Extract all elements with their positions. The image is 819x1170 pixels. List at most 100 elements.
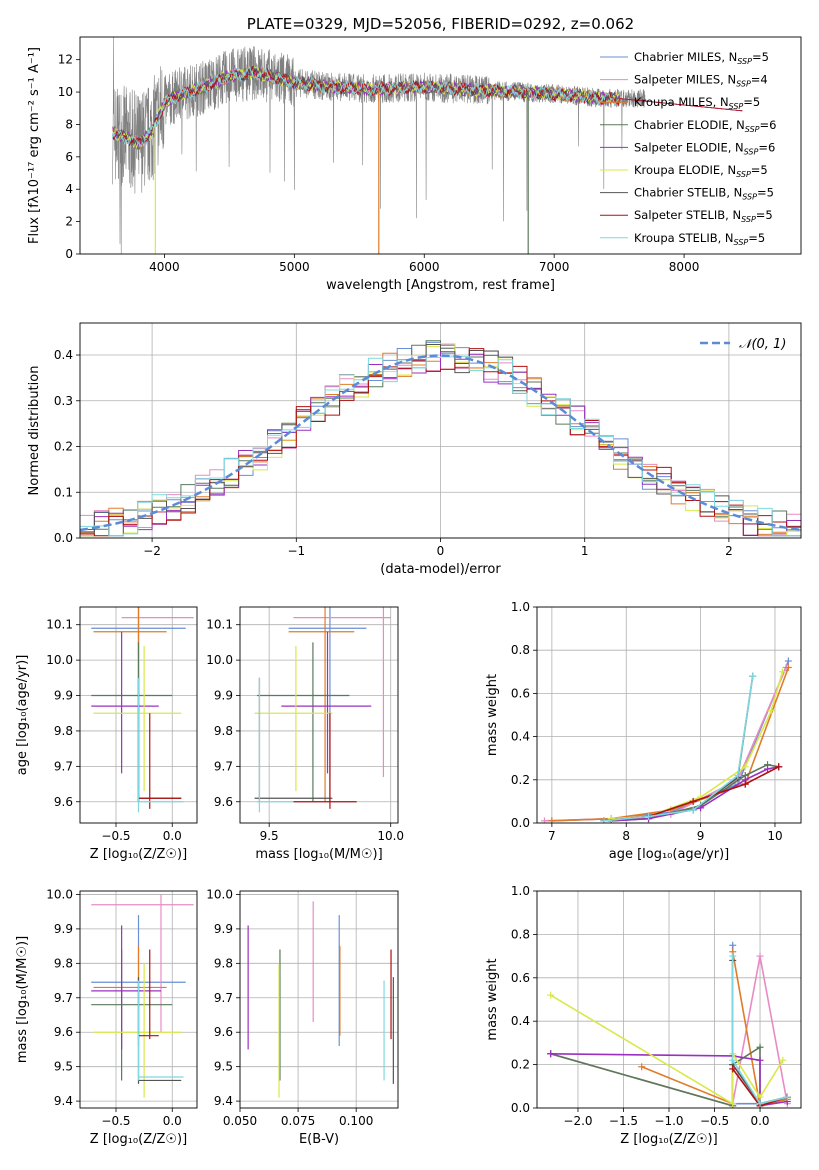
legend-label-chabrier-miles: Chabrier MILES, NSSP=5 xyxy=(634,50,769,66)
panel-3: −0.5 0.0 9.6 9.7 9.8 9.9 10.0 10.1 Z [log₁₀(Z/Z☉… xyxy=(15,606,198,862)
y-tick-label: 9.7 xyxy=(54,991,73,1005)
x-axis-label: Z [log₁₀(Z/Z☉)] xyxy=(90,847,187,862)
y-tick-label: 0.2 xyxy=(511,773,530,787)
x-axis-label: age [log₁₀(age/yr)] xyxy=(609,847,730,862)
y-tick-label: 9.8 xyxy=(214,724,233,738)
panel-4: 9.5 10.0 9.6 9.7 9.8 9.9 10.0 10.1 mass [log₁₀(M… xyxy=(206,606,404,862)
y-tick-label: 9.4 xyxy=(214,1094,233,1108)
y-tick-label: 4 xyxy=(65,182,73,196)
plot-area-3 xyxy=(80,607,197,823)
panel-1: PLATE=0329, MJD=52056, FIBERID=0292, z=0… xyxy=(27,15,802,293)
line-salpeter-elodie xyxy=(611,766,779,822)
x-tick-label: −1.0 xyxy=(654,1114,683,1128)
axes-frame xyxy=(536,606,802,824)
plot-area-6 xyxy=(80,891,197,1108)
marker-kroupa-elodie xyxy=(778,668,786,676)
legend-label-chabrier-stelib: Chabrier STELIB, NSSP=5 xyxy=(634,186,774,202)
marker-salpeter-elodie xyxy=(547,1050,555,1058)
marker-salpeter-elodie xyxy=(756,1056,764,1064)
histogram-salpeter-elodie xyxy=(80,344,801,536)
y-tick-label: 10.0 xyxy=(46,887,73,901)
y-axis-label: mass [log₁₀(M/M☉)] xyxy=(15,936,30,1063)
y-tick-label: 10.0 xyxy=(46,653,73,667)
x-tick-label: 7000 xyxy=(539,260,570,274)
y-tick-label: 9.5 xyxy=(214,1060,233,1074)
x-tick-label: 8000 xyxy=(669,260,700,274)
marker-chabrier-elodie xyxy=(756,1043,764,1051)
marker-kroupa-elodie xyxy=(607,815,615,823)
marker-kroupa-miles xyxy=(638,1063,646,1071)
x-tick-label: 0.0 xyxy=(163,829,182,843)
x-tick-label: −0.5 xyxy=(700,1114,729,1128)
model-chabrier-elodie xyxy=(112,67,620,150)
y-tick-label: 9.6 xyxy=(214,1025,233,1039)
y-tick-label: 9.4 xyxy=(54,1094,73,1108)
marker-salpeter-miles xyxy=(756,952,764,960)
x-tick-label: 5000 xyxy=(279,260,310,274)
marker-salpeter-stelib xyxy=(729,1065,737,1073)
panel-7: 0.050 0.075 0.100 9.4 9.5 9.6 9.7 9.8 9.9 10.0 E(B… xyxy=(206,887,399,1147)
x-axis-label: Z [log₁₀(Z/Z☉)] xyxy=(620,1132,717,1147)
y-tick-label: 0.4 xyxy=(511,1014,530,1028)
y-tick-label: 9.8 xyxy=(54,724,73,738)
model-kroupa-stelib xyxy=(112,65,620,148)
axes-frame xyxy=(239,606,399,824)
y-tick-label: 9.6 xyxy=(214,795,233,809)
y-tick-label: 0.4 xyxy=(511,730,530,744)
x-tick-label: −2.0 xyxy=(563,1114,592,1128)
x-tick-label: −0.5 xyxy=(101,829,130,843)
marker-chabrier-miles xyxy=(784,657,792,665)
x-tick-label: 9.5 xyxy=(260,829,279,843)
legend-label-salpeter-miles: Salpeter MILES, NSSP=4 xyxy=(634,73,768,89)
axes-frame xyxy=(239,890,399,1109)
y-tick-label: 9.6 xyxy=(54,795,73,809)
x-axis-label: mass [log₁₀(M/M☉)] xyxy=(255,847,382,862)
x-tick-label: 0.050 xyxy=(223,1114,257,1128)
y-tick-label: 10.1 xyxy=(46,618,73,632)
histogram-salpeter-stelib xyxy=(80,348,801,537)
y-tick-label: 10.0 xyxy=(206,887,233,901)
y-tick-label: 0.0 xyxy=(511,816,530,830)
axes-frame xyxy=(79,36,802,255)
marker-kroupa-stelib xyxy=(749,672,757,680)
marker-kroupa-miles xyxy=(784,663,792,671)
normal-curve xyxy=(80,354,801,532)
x-tick-label: −1.5 xyxy=(609,1114,638,1128)
y-tick-label: 0.3 xyxy=(54,394,73,408)
y-tick-label: 8 xyxy=(65,117,73,131)
x-tick-label: 9 xyxy=(697,829,705,843)
model-chabrier-stelib xyxy=(112,65,620,147)
plot-area-7 xyxy=(240,891,398,1108)
y-tick-label: 0.8 xyxy=(511,643,530,657)
y-axis-label: Flux [fλ10⁻¹⁷ erg cm⁻² s⁻¹ A⁻¹] xyxy=(27,47,42,244)
line-kroupa-elodie xyxy=(611,671,784,820)
plot-area-8 xyxy=(537,891,801,1108)
y-tick-label: 0.1 xyxy=(54,485,73,499)
marker-kroupa-elodie xyxy=(779,1056,787,1064)
marker-salpeter-elodie xyxy=(764,765,772,773)
x-tick-label: −2 xyxy=(143,544,161,558)
y-tick-label: 9.8 xyxy=(214,956,233,970)
plot-area-1 xyxy=(112,37,743,254)
line-chabrier-miles xyxy=(551,660,790,822)
marker-salpeter-stelib xyxy=(741,780,749,788)
y-tick-label: 0.4 xyxy=(54,348,73,362)
axes-frame xyxy=(79,890,198,1109)
histogram-kroupa-stelib xyxy=(80,356,801,537)
marker-salpeter-stelib xyxy=(775,763,783,771)
marker-kroupa-elodie xyxy=(547,991,555,999)
x-tick-label: 0.0 xyxy=(750,1114,769,1128)
legend-label-chabrier-elodie: Chabrier ELODIE, NSSP=6 xyxy=(634,118,776,134)
x-tick-label: 4000 xyxy=(149,260,180,274)
panel-2: −2 −1 0 1 2 0.0 0.1 0.2 0.3 0.4 (data-model)/error… xyxy=(27,322,802,577)
x-tick-label: 0.0 xyxy=(163,1114,182,1128)
model-kroupa-elodie xyxy=(112,66,620,149)
y-tick-label: 0.2 xyxy=(54,440,73,454)
marker-kroupa-stelib xyxy=(600,817,608,823)
marker-kroupa-elodie xyxy=(741,763,749,771)
y-tick-label: 9.9 xyxy=(54,922,73,936)
legend: Chabrier MILES, NSSP=5 Salpeter MILES, NS… xyxy=(600,50,776,247)
panel-6: −0.5 0.0 9.4 9.5 9.6 9.7 9.8 9.9 10.0 Z [log₁₀(Z/… xyxy=(15,887,198,1147)
panel-5: 7 8 9 10 0.0 0.2 0.4 0.6 0.8 1.0 age [log₁₀(age/yr… xyxy=(485,600,802,862)
